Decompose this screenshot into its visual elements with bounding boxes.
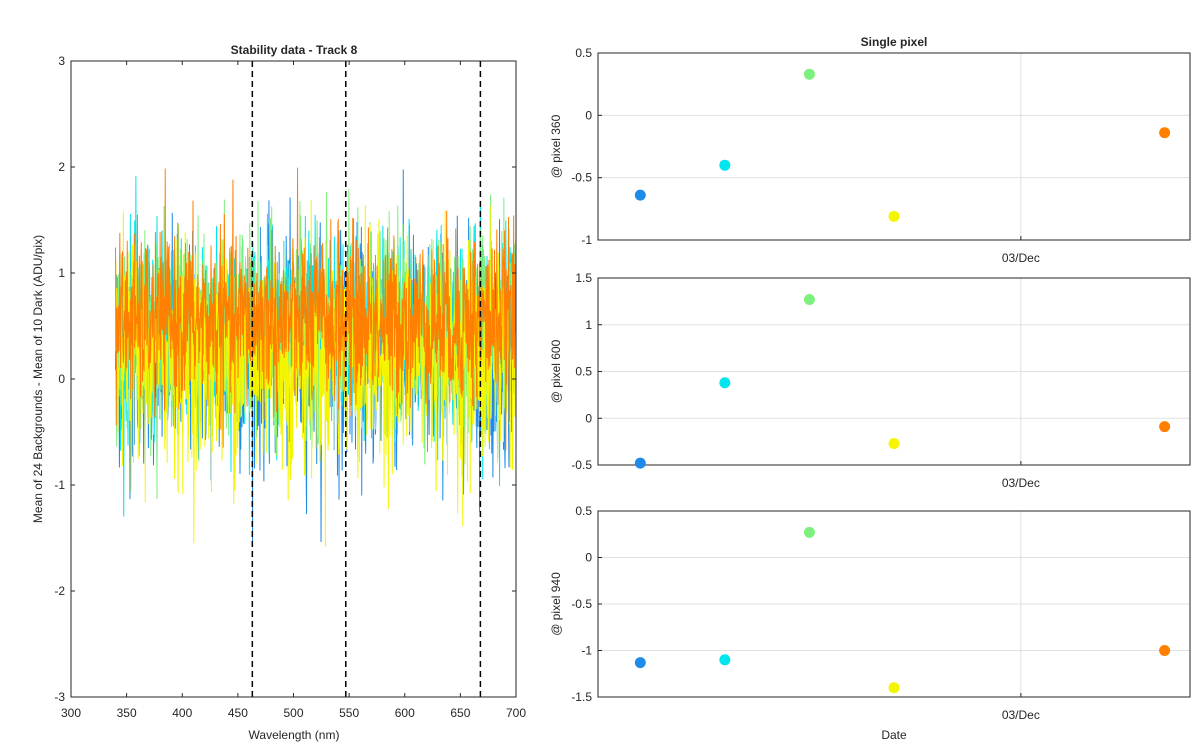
y-tick-label: 3	[58, 54, 65, 68]
x-tick-label: 700	[506, 706, 526, 720]
x-tick-label: 03/Dec	[1002, 476, 1040, 490]
single-pixel-title: Single pixel	[861, 35, 928, 49]
data-point-4	[888, 682, 900, 694]
data-point-5	[1159, 645, 1171, 656]
y-tick-label: 0	[585, 411, 592, 425]
spectrum-series-line-5	[115, 167, 517, 452]
x-tick-label: 500	[283, 706, 303, 720]
y-tick-labels: -3 -2 -1 0 1 2 3	[54, 54, 516, 704]
spectrum-series-line-4	[115, 199, 517, 547]
y-tick-label: 1	[585, 318, 592, 332]
y-tick-label: 0	[58, 372, 65, 386]
data-point-5	[1159, 127, 1171, 139]
panel-axes-box	[597, 52, 1191, 241]
y-tick-label: -1.5	[571, 690, 592, 704]
pixel-600-panel: -0.5 0 0.5 1 1.5 03/Dec @ pixel 600	[549, 271, 1191, 490]
x-tick-label: 03/Dec	[1002, 708, 1040, 722]
x-tick-label: 400	[172, 706, 192, 720]
x-tick-label: 650	[450, 706, 470, 720]
y-tick-label: -1	[581, 644, 592, 658]
data-point-3	[803, 68, 815, 80]
y-axis-label: Mean of 24 Backgrounds - Mean of 10 Dark…	[31, 235, 45, 523]
y-tick-label: 2	[58, 160, 65, 174]
date-axis-label: Date	[881, 728, 907, 742]
y-tick-label: -1	[54, 478, 65, 492]
x-tick-label: 550	[339, 706, 359, 720]
marker-lines-group	[251, 61, 482, 697]
x-tick-label: 350	[117, 706, 137, 720]
y-tick-label: -0.5	[571, 458, 592, 472]
y-tick-label: -3	[54, 690, 65, 704]
x-tick-label: 300	[61, 706, 81, 720]
single-pixel-panels: Single pixel -1 -0.5 0 0.5 03/Dec @ pixel 360…	[549, 35, 1191, 742]
stability-plot: Stability data - Track 8 300 350 400 450 500…	[31, 43, 526, 742]
panel-y-axis-label: @ pixel 940	[549, 572, 563, 636]
x-tick-label: 450	[228, 706, 248, 720]
data-point-3	[803, 526, 815, 538]
data-point-4	[888, 437, 900, 449]
data-point-5	[1159, 421, 1171, 433]
data-point-2	[719, 159, 731, 171]
data-point-2	[719, 654, 731, 666]
stability-plot-title: Stability data - Track 8	[231, 43, 358, 57]
pixel-360-panel: -1 -0.5 0 0.5 03/Dec @ pixel 360	[549, 46, 1191, 265]
x-tick-label: 03/Dec	[1002, 251, 1040, 265]
y-tick-label: -2	[54, 584, 65, 598]
y-tick-label: 0.5	[575, 365, 592, 379]
pixel-940-panel: -1.5 -1 -0.5 0 0.5 03/Dec @ pixel 940	[549, 504, 1191, 722]
data-point-3	[803, 294, 815, 306]
data-point-2	[719, 377, 731, 389]
data-point-4	[888, 210, 900, 222]
y-tick-label: -0.5	[571, 597, 592, 611]
y-tick-label: 1	[58, 266, 65, 280]
y-tick-label: 0	[585, 551, 592, 565]
panel-y-axis-label: @ pixel 600	[549, 339, 563, 403]
data-point-1	[634, 457, 646, 469]
panel-y-axis-label: @ pixel 360	[549, 114, 563, 178]
x-tick-label: 600	[395, 706, 415, 720]
y-tick-label: 0	[585, 108, 592, 122]
y-tick-label: 0.5	[575, 46, 592, 60]
y-tick-label: -0.5	[571, 171, 592, 185]
spectrum-series-group	[115, 167, 517, 547]
y-tick-label: 1.5	[575, 271, 592, 285]
data-point-1	[634, 657, 646, 669]
y-tick-label: 0.5	[575, 504, 592, 518]
x-tick-labels: 300 350 400 450 500 550 600 650 700	[61, 61, 526, 720]
x-axis-label: Wavelength (nm)	[249, 728, 340, 742]
y-tick-label: -1	[581, 233, 592, 247]
data-point-1	[634, 189, 646, 201]
